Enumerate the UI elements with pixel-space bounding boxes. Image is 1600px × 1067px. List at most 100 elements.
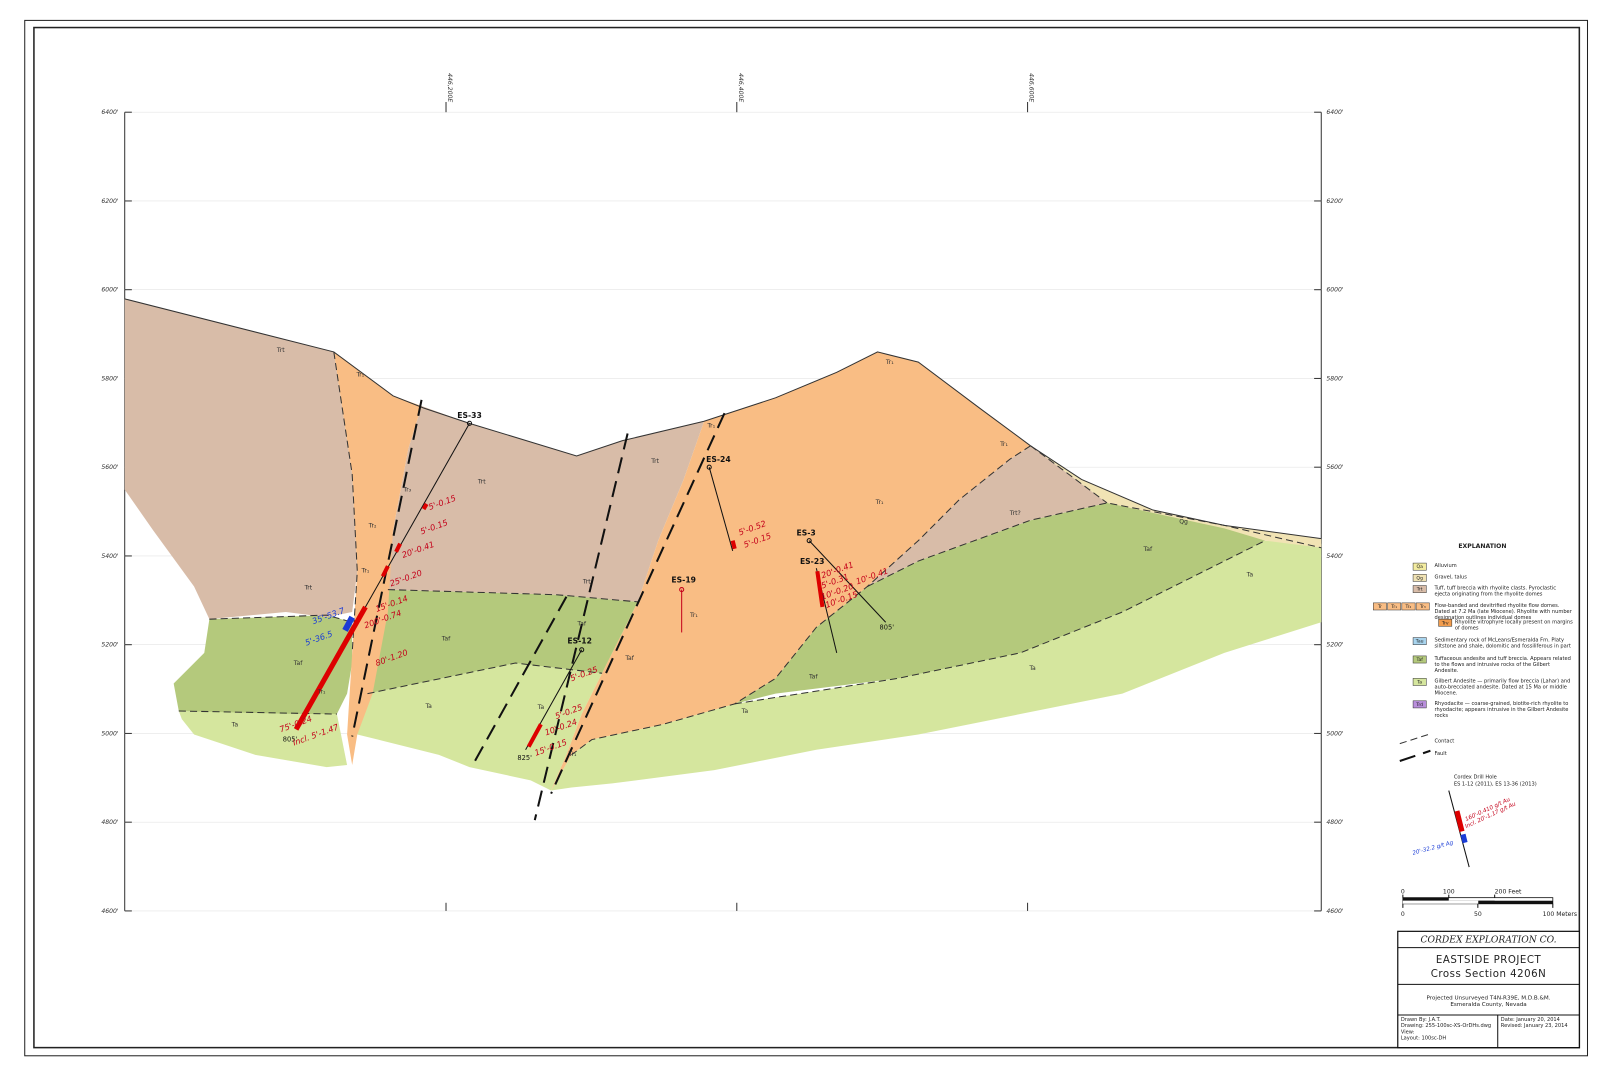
assay-interval (730, 540, 737, 550)
unit-label: Tr₁ (875, 499, 884, 506)
unit-trt (124, 298, 358, 620)
drawing-file: Drawing: 255-100sc-XS-OrDHs.dwg (1401, 1023, 1491, 1029)
legend-drill-title: Cordex Drill Hole (1454, 774, 1497, 780)
collar (466, 420, 473, 426)
elevation-label: 5200' (101, 642, 119, 649)
unit-label: Trt (650, 458, 659, 465)
legend-symbol: Qa (1416, 564, 1423, 570)
assay-interval (421, 502, 429, 511)
contact (1030, 445, 1108, 504)
scale-bar-segment (1478, 900, 1553, 904)
assay-interval (815, 570, 825, 608)
elevation-label: 5000' (1326, 730, 1344, 737)
legend-symbol: Trd (1415, 702, 1423, 708)
unit-trt (867, 445, 1108, 587)
elevation-label: 4800' (101, 819, 119, 826)
contact (367, 662, 603, 695)
unit-label: Ta (231, 721, 239, 728)
elevation-label: 6200' (101, 198, 119, 205)
legend-text: Flow-banded and devitrified rhyolite flo… (1434, 602, 1572, 622)
assay-interval (526, 723, 543, 748)
legend-text-box: Rhyodacite — coarse-grained, biotite-ric… (1434, 701, 1568, 719)
easting-label: 446,200E (446, 73, 453, 102)
easting-label: 446,400E (737, 73, 744, 102)
legend: Qa Alluvium Qg Gravel, talus Trt Tuff, tuff b… (1373, 562, 1573, 719)
drill-holes (293, 420, 887, 751)
legend-text: Gilbert Andesite — primarily flow brecci… (1434, 678, 1571, 697)
drill-depth: 805' (880, 623, 895, 631)
drill-trace (708, 467, 734, 551)
geology (124, 298, 1322, 821)
scale-bar-segment (1402, 897, 1449, 901)
unit-label: Ta (1028, 665, 1036, 672)
unit-tr (333, 351, 422, 766)
legend-text: Rhyolite vitrophyre locally present on m… (1454, 619, 1573, 632)
collar (579, 647, 585, 653)
elevation-label: 4800' (1326, 819, 1344, 826)
section-name: Cross Section 4206N (1431, 969, 1547, 980)
unit-label: Trt? (1009, 510, 1021, 517)
unit-taf (173, 615, 353, 715)
legend-text: Tuffaceous andesite and tuff breccia. Ap… (1434, 655, 1571, 675)
legend-text-box: Alluvium (1434, 563, 1456, 569)
easting-label: 446,600E (1028, 73, 1035, 102)
project: EASTSIDE PROJECT (1436, 955, 1542, 966)
legend-symbol: Taf (1415, 657, 1423, 663)
collar (679, 587, 685, 593)
legend-assay-interval (1454, 810, 1465, 832)
assay-interval (394, 542, 402, 553)
unit-label: Taf (441, 636, 451, 643)
unit-label: Tr₁ (355, 371, 364, 378)
scale-bar-segment (1402, 900, 1479, 904)
legend-swatch (1415, 602, 1430, 611)
assay-interval (293, 605, 368, 731)
unit-label: Tr₁ (317, 689, 326, 696)
location: Esmeralda County, Nevada (1450, 1002, 1526, 1008)
legend-symbol: Trt (1416, 587, 1423, 593)
unit-label: Tr₁ (361, 567, 370, 574)
inner-border (33, 26, 1581, 1049)
legend-symbol: Tr (1377, 604, 1382, 610)
unit-label: Tr₁ (689, 612, 698, 619)
legend-swatch (1412, 574, 1427, 582)
title-block: CORDEX EXPLORATION CO. EASTSIDE PROJECT … (1397, 930, 1580, 1049)
unit-tr (551, 351, 1031, 791)
legend-swatch (1387, 602, 1402, 611)
drill-depth: 825' (517, 754, 532, 762)
scale-label: 0 (1401, 889, 1405, 896)
legend-text-box: Flow-banded and devitrified rhyolite flo… (1434, 602, 1572, 622)
legend-swatch (1412, 678, 1427, 686)
unit-trt (387, 405, 705, 602)
unit-ta (551, 540, 1322, 791)
unit-qg (1030, 445, 1322, 548)
unit-label: Taf (624, 655, 634, 662)
unit-label: Tr₁ (885, 359, 894, 366)
legend-symbol: Trv (1441, 620, 1449, 626)
unit-label: Taf (1143, 546, 1153, 553)
assay-interval-silver (342, 615, 355, 632)
scale-label: 200 Feet (1495, 889, 1522, 896)
legend-swatch (1412, 700, 1427, 709)
unit-label: Trt (276, 347, 285, 354)
revised: Revised: January 23, 2014 (1501, 1023, 1568, 1029)
legend-fault-symbol (1399, 749, 1431, 762)
drill-depth: 805' (283, 736, 298, 744)
collar (706, 464, 712, 470)
legend-symbol: Ta (1416, 679, 1422, 685)
legend-text-box: Tuff, tuff breccia with rhyolite clasts.… (1434, 586, 1556, 598)
legend-text: Sedimentary rock of McLeans/Esmeralda Fm… (1434, 637, 1571, 650)
legend-symbol: Tr₁ (1390, 604, 1397, 610)
elevation-label: 6400' (1326, 109, 1344, 116)
legend-swatch (1412, 637, 1427, 645)
elevation-label: 5000' (101, 730, 119, 737)
drill-trace (808, 540, 887, 623)
layout: Layout: 100sc-DH (1401, 1035, 1447, 1041)
unit-label: Qg (1179, 518, 1188, 525)
contact (333, 351, 358, 653)
unit-label: Trt (477, 479, 486, 486)
legend-contact: Contact (1434, 739, 1454, 745)
unit-label: Taf (576, 620, 586, 627)
elevation-label: 6200' (1326, 198, 1344, 205)
unit-ta (357, 663, 603, 791)
